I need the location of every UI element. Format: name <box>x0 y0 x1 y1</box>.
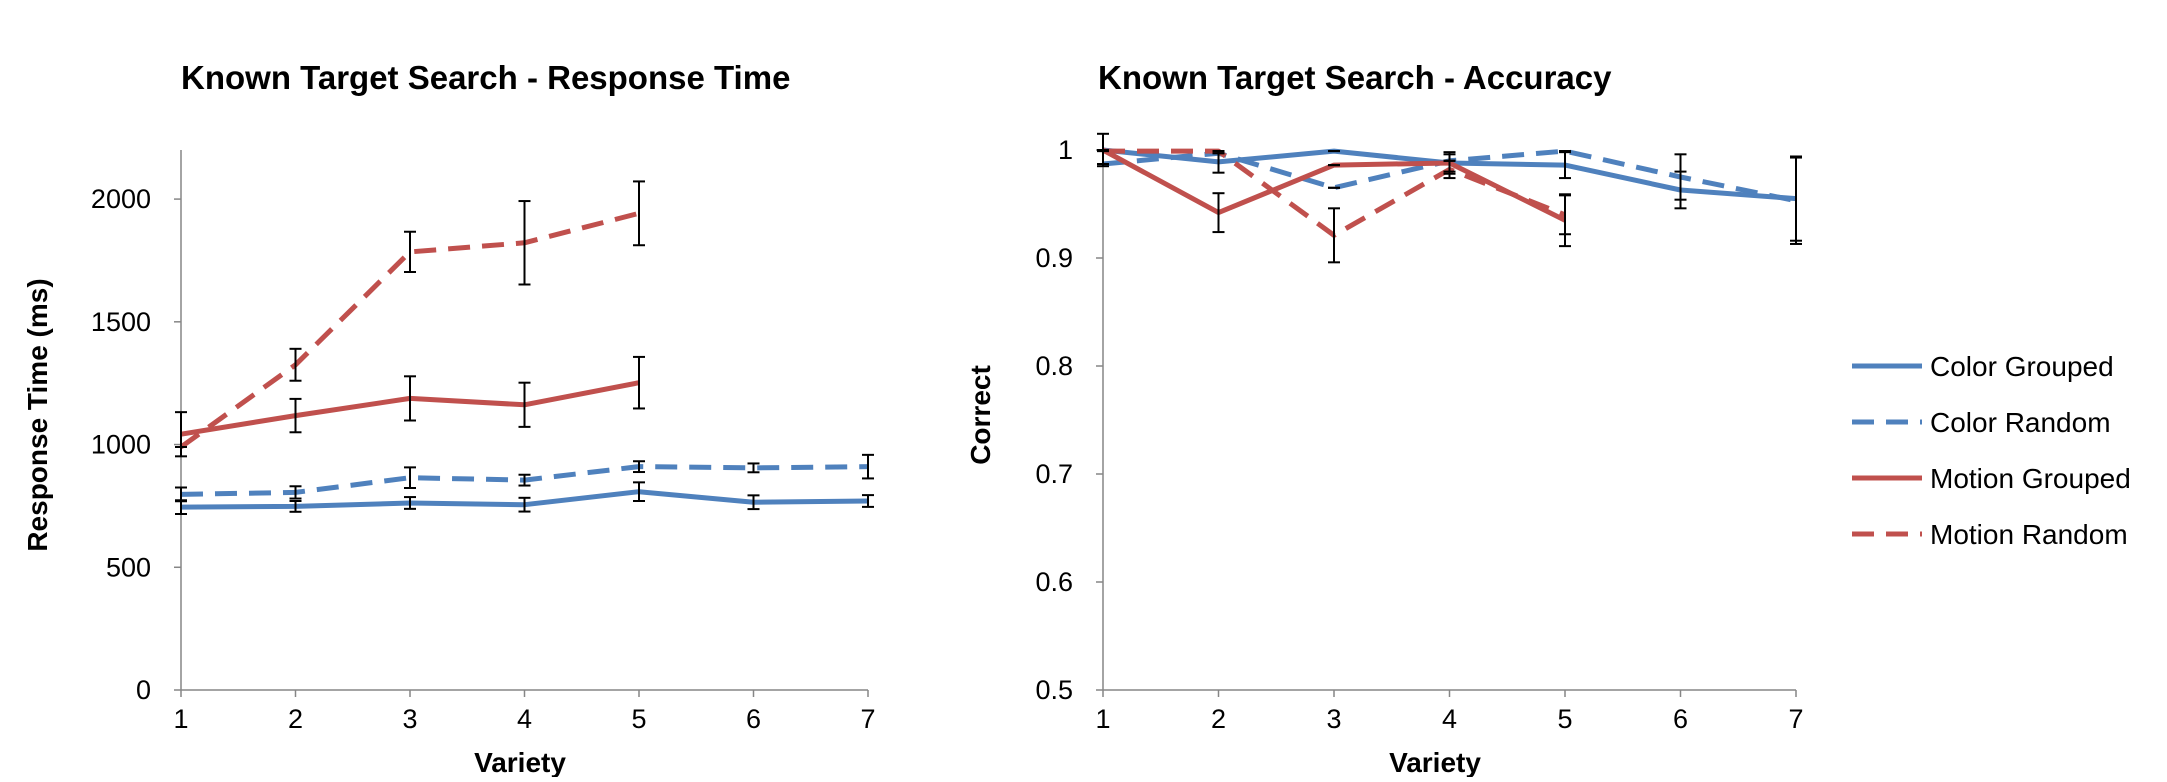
y-tick-label: 500 <box>106 552 151 582</box>
legend-label: Motion Random <box>1930 519 2128 550</box>
error-bar-color-grouped <box>518 496 531 513</box>
legend: Color Grouped Color Random Motion Grouped M… <box>1852 351 2131 550</box>
x-tick-label: 3 <box>1326 704 1341 734</box>
error-bar-color-random <box>175 486 187 503</box>
x-tick-label: 3 <box>402 704 417 734</box>
chart-1-ylabel: Response Time (ms) <box>22 278 53 551</box>
error-bar-color-random <box>1790 156 1802 245</box>
error-bar-color-grouped <box>1559 151 1571 180</box>
chart-2-plot: 0.5 0.6 0.7 0.8 0.9 1 1 2 3 4 5 6 7 <box>1035 132 1804 734</box>
error-bar-color-random <box>289 485 302 500</box>
x-tick-label: 7 <box>1788 704 1803 734</box>
chart-2-ylabel: Correct <box>965 365 996 465</box>
error-bar-color-grouped <box>404 496 416 510</box>
y-tick-label: 0.6 <box>1035 567 1073 597</box>
y-tick-label: 0.5 <box>1035 675 1073 705</box>
y-tick-label: 0.9 <box>1035 243 1073 273</box>
y-tick-label: 2000 <box>91 184 151 214</box>
error-bar-color-grouped <box>633 481 645 502</box>
error-bar-color-random <box>633 460 645 474</box>
y-tick-label: 1 <box>1058 135 1073 165</box>
error-bar-color-grouped <box>747 494 760 511</box>
y-tick-label: 0 <box>136 675 151 705</box>
error-bar-motion-grouped <box>518 381 531 428</box>
error-bar-color-random <box>1674 153 1687 201</box>
x-tick-label: 1 <box>173 704 188 734</box>
error-bar-color-grouped <box>289 500 302 513</box>
x-tick-label: 4 <box>517 704 532 734</box>
error-bar-motion-grouped <box>633 355 645 410</box>
legend-item-motion-random: Motion Random <box>1852 519 2128 550</box>
plot-layer: 0 500 1000 1500 2000 1 2 3 4 5 6 7 0.5 0.6 0.7 0.8 0.9 1 1… <box>91 132 1804 734</box>
x-tick-label: 5 <box>1557 704 1572 734</box>
legend-item-motion-grouped: Motion Grouped <box>1852 463 2131 494</box>
error-bar-motion-random <box>1328 207 1340 264</box>
error-bar-motion-random <box>289 347 302 382</box>
legend-label: Color Random <box>1930 407 2111 438</box>
error-bar-motion-random <box>518 200 531 286</box>
x-tick-label: 6 <box>746 704 761 734</box>
x-tick-label: 1 <box>1095 704 1110 734</box>
legend-label: Motion Grouped <box>1930 463 2131 494</box>
chart-2-title: Known Target Search - Accuracy <box>1098 59 1612 96</box>
error-bar-color-grouped <box>862 494 874 508</box>
error-bar-color-random <box>518 473 531 487</box>
error-bar-color-random <box>404 466 416 489</box>
y-tick-label: 0.8 <box>1035 351 1073 381</box>
x-tick-label: 7 <box>860 704 875 734</box>
error-bar-motion-grouped <box>404 375 416 422</box>
error-bar-motion-grouped <box>1212 192 1225 234</box>
error-bar-color-random <box>747 462 760 474</box>
y-tick-label: 0.7 <box>1035 459 1073 489</box>
error-bar-motion-grouped <box>289 397 302 434</box>
error-bar-motion-random <box>404 230 416 273</box>
y-tick-label: 1500 <box>91 307 151 337</box>
chart-1-title: Known Target Search - Response Time <box>181 59 790 96</box>
legend-label: Color Grouped <box>1930 351 2114 382</box>
chart-1-plot: 0 500 1000 1500 2000 1 2 3 4 5 6 7 <box>91 150 876 734</box>
error-bar-color-random <box>862 453 874 480</box>
chart-1-xlabel: Variety <box>474 747 566 777</box>
chart-2-xlabel: Variety <box>1389 747 1481 777</box>
error-bar-motion-grouped <box>175 411 187 458</box>
x-tick-label: 5 <box>631 704 646 734</box>
error-bar-motion-random <box>633 180 645 247</box>
y-tick-label: 1000 <box>91 430 151 460</box>
legend-item-color-grouped: Color Grouped <box>1852 351 2114 382</box>
legend-item-color-random: Color Random <box>1852 407 2111 438</box>
error-bar-motion-random <box>1559 194 1571 236</box>
x-tick-label: 4 <box>1442 704 1457 734</box>
error-bar-motion-random <box>1443 159 1456 180</box>
x-tick-label: 2 <box>1211 704 1226 734</box>
x-tick-label: 6 <box>1673 704 1688 734</box>
series-line-motion-random <box>179 210 640 450</box>
x-tick-label: 2 <box>288 704 303 734</box>
